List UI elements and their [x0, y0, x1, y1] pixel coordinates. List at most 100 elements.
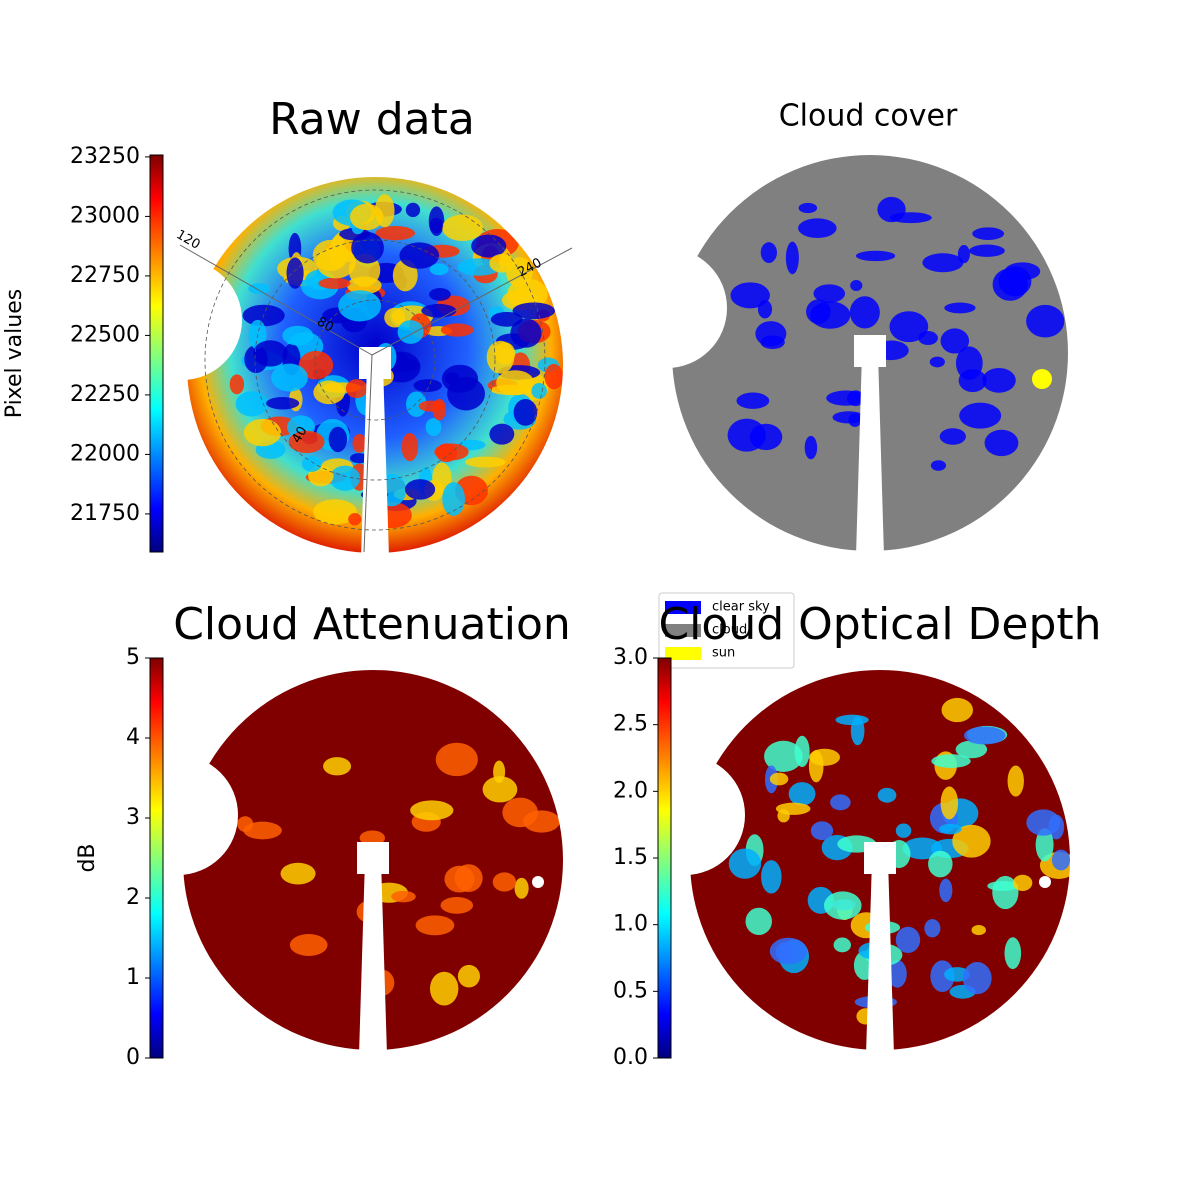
sky-blob: [440, 896, 474, 914]
sky-blob: [855, 250, 896, 262]
sky-blob: [1012, 874, 1033, 891]
sky-blob: [887, 840, 911, 869]
sky-blob: [940, 328, 970, 354]
sky-blob: [494, 342, 516, 365]
colorbar-tick-label: 21750: [70, 501, 140, 526]
sky-blob: [429, 971, 459, 1006]
sun-spot: [1039, 876, 1051, 888]
sky-blob: [939, 878, 953, 903]
legend-label: sun: [712, 646, 735, 661]
sky-blob: [873, 340, 909, 361]
sky-blob: [858, 942, 888, 960]
sky-blob: [987, 880, 1019, 891]
sky-blob: [397, 320, 424, 344]
sky-blob: [371, 501, 412, 529]
sky-blob: [406, 391, 427, 417]
sky-blob: [826, 390, 866, 406]
sky-blob: [877, 196, 906, 223]
sky-blob: [775, 802, 811, 815]
sky-blob: [235, 391, 268, 417]
sky-blob: [832, 411, 865, 424]
sky-blob: [313, 499, 357, 525]
sky-blob: [736, 392, 770, 409]
colorbar-tick-label: 22250: [70, 382, 140, 407]
sky-blob: [856, 1008, 875, 1025]
legend: clear sky cloud sun: [658, 592, 795, 669]
polar-spoke: [371, 247, 573, 356]
sky-blob: [405, 202, 421, 218]
sky-blob: [745, 907, 772, 936]
colorbar-tick-label: 23250: [70, 144, 140, 169]
sky-blob: [490, 384, 532, 396]
sky-blob: [1051, 849, 1071, 871]
sky-blob: [454, 864, 483, 893]
polar-spoke: [179, 244, 373, 356]
colorbar-tick-label: 1: [126, 965, 140, 990]
legend-swatch: [665, 624, 701, 637]
sky-image: [690, 670, 1078, 1050]
sky-blob: [854, 995, 897, 1009]
sky-blob: [984, 429, 1019, 457]
sky-blob: [288, 430, 325, 454]
sky-blob: [930, 960, 955, 993]
sky-blob: [813, 284, 846, 303]
sky-blob: [887, 959, 907, 988]
polar-label: 40: [289, 424, 310, 446]
colorbar-tick-label: 5: [126, 645, 140, 670]
sky-blob: [489, 423, 515, 445]
sky-blob: [895, 926, 921, 954]
sky-blob: [730, 282, 770, 309]
sky-blob: [286, 257, 304, 289]
sky-blob: [972, 227, 1005, 241]
sun-spot: [1032, 369, 1052, 389]
sky-blob: [902, 837, 943, 860]
panel-title: Cloud cover: [779, 99, 958, 134]
sky-blob: [282, 325, 314, 346]
sky-blob: [490, 311, 523, 327]
sky-blob: [940, 786, 959, 820]
colorbar: [657, 657, 672, 1059]
sky-blob: [316, 246, 356, 279]
sky-blob: [369, 366, 394, 387]
sky-blob: [502, 797, 539, 828]
sky-blob: [810, 301, 851, 329]
sky-blob: [928, 850, 953, 878]
sky-blob: [971, 924, 986, 936]
sky-blob: [804, 435, 818, 460]
sky-blob: [513, 398, 538, 426]
sky-blob: [939, 823, 962, 835]
sky-blob: [955, 346, 983, 381]
sky-blob: [982, 367, 1016, 393]
sky-blob: [237, 816, 254, 832]
sky-blob: [493, 760, 506, 784]
sky-blob: [318, 277, 351, 289]
sky-blob: [850, 716, 865, 746]
colorbar-tick-label: 22000: [70, 441, 140, 466]
sky-blob: [794, 735, 810, 768]
sky-image: [187, 177, 564, 553]
sky-blob: [401, 432, 419, 462]
colorbar-tick-label: 2.5: [613, 712, 648, 737]
sky-blob: [404, 479, 436, 500]
sky-blob: [941, 697, 974, 723]
sky-blob: [298, 350, 334, 380]
colorbar-label: Pixel values: [2, 289, 27, 418]
sky-blob: [280, 862, 316, 885]
polar-label: 80: [314, 314, 336, 335]
polar-ring: [204, 189, 546, 531]
sky-blob: [512, 302, 556, 320]
sky-blob: [833, 937, 851, 953]
colorbar: [149, 154, 164, 553]
sky-blob: [229, 374, 245, 395]
sky-blob: [375, 225, 416, 241]
sky-blob: [243, 418, 282, 447]
sky-blob: [489, 253, 515, 273]
sky-blob: [544, 363, 564, 390]
panel-title: Raw data: [269, 94, 475, 145]
polar-grid: [179, 189, 573, 553]
polar-spoke: [363, 354, 373, 553]
sky-blob: [360, 489, 388, 500]
sky-blob: [775, 942, 795, 962]
sky-blob: [830, 794, 851, 811]
sky-blob: [418, 400, 444, 412]
